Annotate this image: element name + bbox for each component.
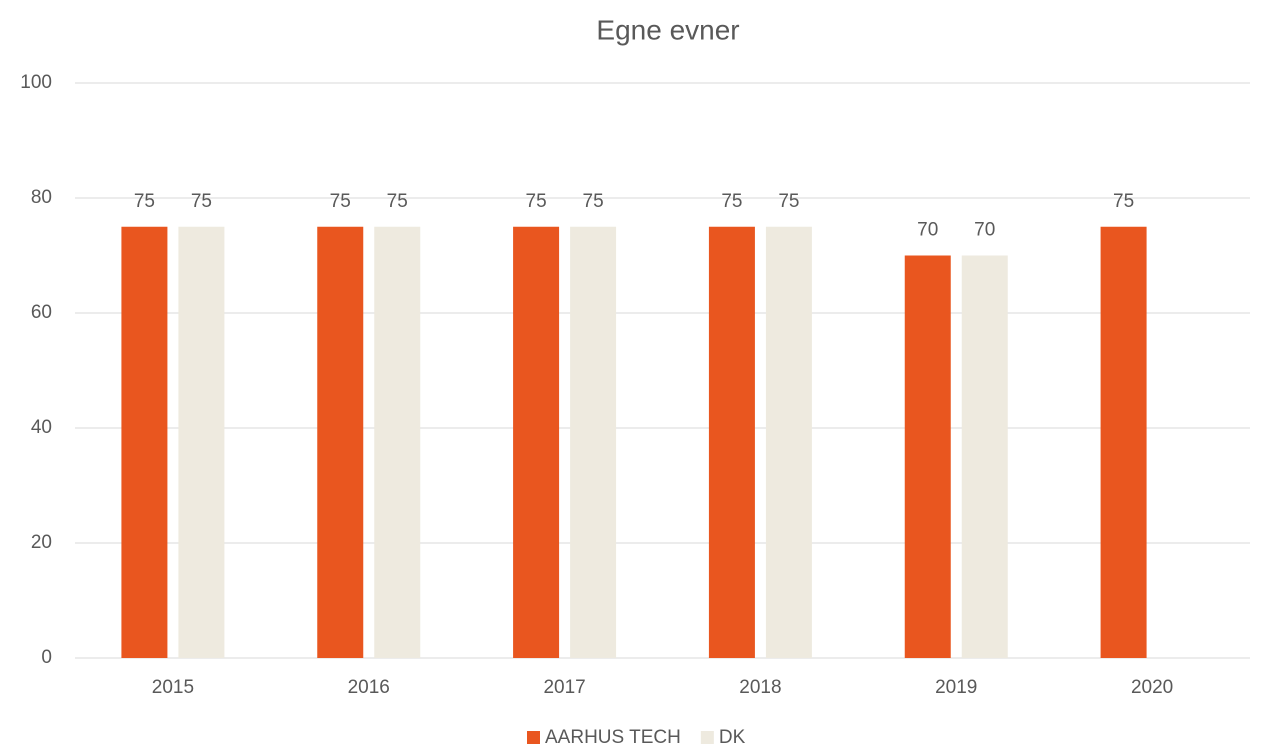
- x-tick-label: 2015: [152, 677, 194, 698]
- y-tick-label: 100: [20, 72, 52, 93]
- legend-label: AARHUS TECH: [545, 727, 681, 748]
- data-label: 75: [134, 191, 155, 212]
- bar: [121, 226, 168, 658]
- x-tick-label: 2019: [935, 677, 977, 698]
- y-tick-label: 40: [31, 417, 52, 438]
- bar: [513, 226, 560, 658]
- bar: [708, 226, 755, 658]
- y-tick-label: 80: [31, 187, 52, 208]
- legend-label: DK: [719, 727, 746, 748]
- x-tick-label: 2017: [543, 677, 585, 698]
- data-label: 75: [387, 191, 408, 212]
- bar: [1100, 226, 1147, 658]
- bar: [961, 255, 1008, 658]
- legend-swatch: [527, 731, 540, 744]
- y-tick-label: 20: [31, 532, 52, 553]
- data-label: 70: [917, 220, 938, 241]
- bar: [317, 226, 364, 658]
- data-label: 70: [974, 220, 995, 241]
- x-tick-label: 2020: [1131, 677, 1173, 698]
- data-label: 75: [526, 191, 547, 212]
- bar: [904, 255, 951, 658]
- y-tick-label: 0: [41, 647, 52, 668]
- x-tick-label: 2018: [739, 677, 781, 698]
- data-label: 75: [583, 191, 604, 212]
- data-label: 75: [778, 191, 799, 212]
- data-label: 75: [330, 191, 351, 212]
- bar: [178, 226, 225, 658]
- chart-title: Egne evner: [596, 14, 739, 45]
- legend-swatch: [700, 731, 714, 744]
- data-label: 75: [191, 191, 212, 212]
- x-tick-label: 2016: [348, 677, 390, 698]
- bar: [570, 226, 617, 658]
- bar: [765, 226, 812, 658]
- data-label: 75: [721, 191, 742, 212]
- y-tick-label: 60: [31, 302, 52, 323]
- data-label: 75: [1113, 191, 1134, 212]
- bar: [374, 226, 421, 658]
